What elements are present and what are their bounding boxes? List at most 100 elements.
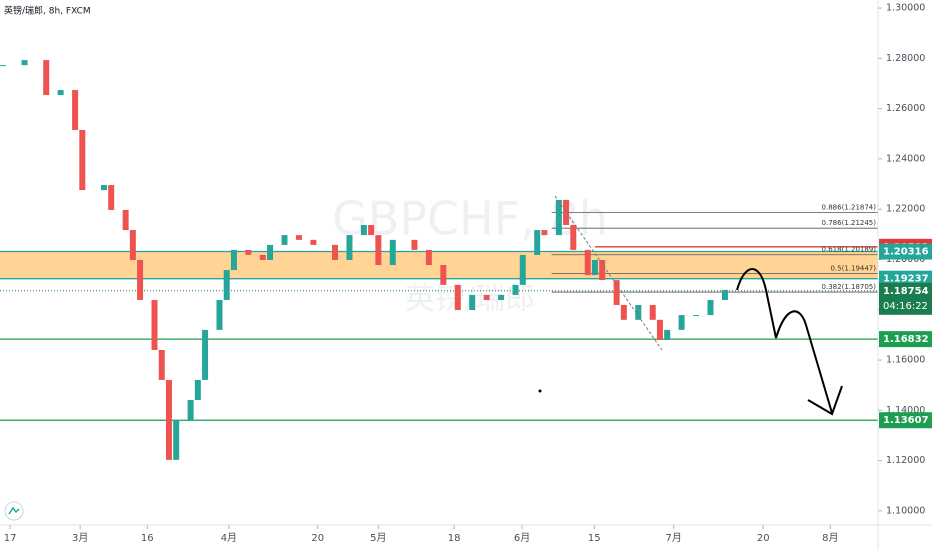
candle-body [563, 199, 570, 226]
price-tag [879, 243, 932, 260]
logo [4, 501, 24, 521]
y-tick-label: 1.24000 [886, 153, 925, 164]
y-tick-label: 1.10000 [886, 505, 925, 516]
price-tag [879, 412, 932, 429]
candle-body [613, 280, 620, 305]
candle-body [202, 329, 209, 380]
candle-body [108, 185, 115, 210]
candle-body [173, 419, 180, 460]
price-tag-label: 1.13607 [883, 415, 929, 426]
fib-label: 0.382(1.18705) [822, 283, 877, 291]
x-tick-label: 5月 [370, 532, 386, 544]
y-tick-label: 1.30000 [886, 3, 925, 14]
y-tick-label: 1.14000 [886, 405, 925, 416]
x-tick-label: 4月 [221, 532, 237, 544]
candle-body [21, 60, 28, 66]
candle-body [664, 329, 671, 340]
candle-body [230, 249, 237, 271]
candle-body [649, 304, 656, 320]
x-tick-label: 3月 [72, 532, 88, 544]
candle-body [165, 379, 172, 460]
candle-body [360, 225, 367, 236]
x-tick-label: 17 [4, 533, 17, 544]
forecast-arrow-head [807, 385, 843, 416]
current-price-tag [879, 282, 932, 315]
price-tag [879, 270, 932, 287]
candle-body [599, 259, 606, 281]
candle-body [100, 185, 107, 191]
candle-body [137, 259, 144, 300]
current-price-label: 1.18754 [883, 286, 929, 297]
fib-label: 0.618(1.20189) [822, 246, 877, 254]
candle-body [570, 225, 577, 250]
candle-body [678, 315, 685, 330]
candle-body [454, 284, 461, 311]
y-tick-label: 1.28000 [886, 53, 925, 64]
candle-body [656, 319, 663, 340]
candle-body [519, 254, 526, 285]
candle-body [259, 254, 266, 260]
background-layer [0, 251, 878, 279]
x-tick-label: 6月 [514, 532, 530, 544]
candle-body [534, 230, 541, 255]
axis-layer: 1.100001.120001.140001.160001.180001.200… [4, 3, 932, 544]
candle-body [295, 235, 302, 240]
x-tick-label: 20 [757, 533, 770, 544]
candle-body [512, 284, 519, 295]
candle-body [425, 249, 432, 266]
candle-body [187, 400, 194, 420]
candle-body [375, 235, 382, 266]
fib-label: 0.886(1.21874) [822, 203, 877, 211]
price-tag [879, 331, 932, 348]
fib-label: 0.786(1.21245) [822, 219, 877, 227]
candle-body [635, 304, 642, 320]
chart-title: 英镑/瑞郎, 8h, FXCM [4, 5, 91, 17]
x-tick-label: 18 [448, 533, 461, 544]
y-tick-label: 1.12000 [886, 455, 925, 466]
candle-body [151, 299, 158, 350]
candle-body [332, 244, 339, 260]
forecast-arrow [736, 268, 833, 414]
dot [538, 389, 542, 393]
candle-body [223, 270, 230, 300]
candle-body [267, 244, 274, 260]
candle-body [0, 65, 6, 67]
candle-body [368, 225, 375, 236]
candle-body [310, 239, 317, 245]
marks-layer: 0.886(1.21874) 0.786(1.21245) 0.618(1.2018… [0, 60, 878, 460]
candle-body [555, 199, 562, 236]
x-tick-label: 16 [141, 533, 154, 544]
candle-body [693, 315, 700, 317]
zone [0, 251, 878, 279]
candle-body [591, 259, 598, 276]
candle-body [43, 60, 50, 96]
candle-body [707, 299, 714, 316]
fib-label: 0.5(1.19447) [830, 264, 876, 272]
candle-body [281, 235, 288, 245]
price-tag-label: 1.16832 [883, 334, 929, 345]
candle-body [389, 239, 396, 266]
candle-body [79, 129, 86, 191]
candle-body [57, 90, 64, 96]
candle-body [498, 294, 505, 300]
price-tag-label: 1.20316 [883, 247, 929, 258]
candle-body [483, 294, 490, 300]
x-tick-label: 15 [588, 533, 601, 544]
candle-body [541, 230, 548, 236]
candle-body [346, 235, 353, 260]
y-tick-label: 1.22000 [886, 204, 925, 215]
candle-body [122, 209, 129, 231]
candle-body [721, 289, 728, 300]
candle-body [158, 350, 165, 380]
x-tick-label: 7月 [665, 532, 681, 544]
candle-body [469, 294, 476, 311]
countdown: 04:16:22 [883, 301, 928, 312]
y-tick-label: 1.16000 [886, 355, 925, 366]
x-tick-label: 20 [311, 533, 324, 544]
candle-body [194, 379, 201, 401]
candle-body [411, 239, 418, 250]
candle-body [245, 249, 252, 255]
fib-trend-line [554, 195, 663, 351]
x-tick-label: 8月 [822, 532, 838, 544]
